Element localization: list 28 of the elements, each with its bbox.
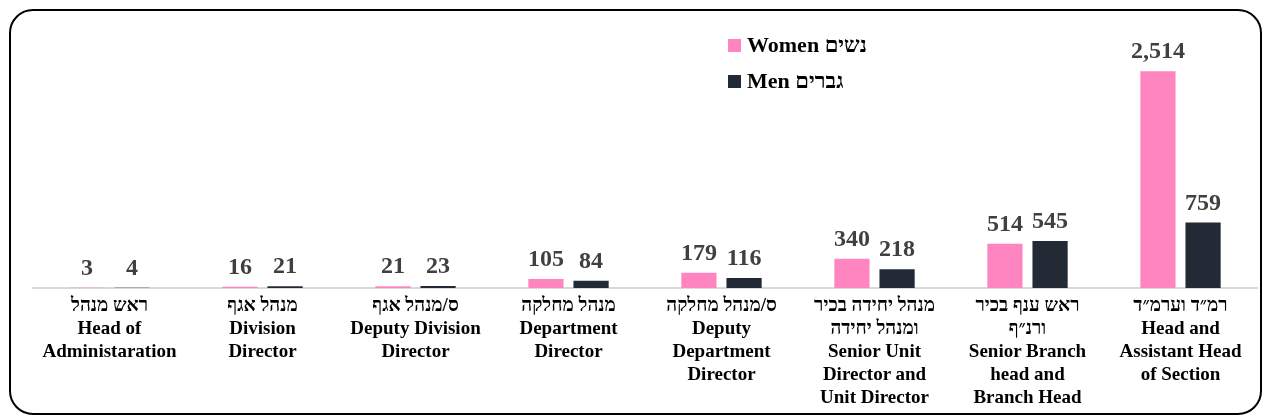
bar xyxy=(834,258,870,289)
bar xyxy=(1185,222,1221,289)
data-label: 16 xyxy=(227,252,252,279)
legend-label: Women נשים xyxy=(747,32,867,58)
data-label: 4 xyxy=(126,253,139,280)
bar xyxy=(1032,241,1068,289)
data-label: 514 xyxy=(986,209,1023,236)
data-label: 21 xyxy=(273,252,298,279)
bar xyxy=(528,279,564,289)
bar xyxy=(681,272,717,289)
bar xyxy=(987,243,1023,289)
bar xyxy=(1140,71,1176,289)
data-label: 21 xyxy=(380,252,405,279)
data-label: 759 xyxy=(1185,188,1222,215)
data-label: 179 xyxy=(680,238,717,265)
bar xyxy=(726,278,762,289)
data-label: 545 xyxy=(1032,207,1069,234)
bar xyxy=(879,269,915,289)
data-label: 3 xyxy=(80,253,93,280)
legend-label: Men גברים xyxy=(747,68,844,94)
data-label: 105 xyxy=(527,245,564,272)
data-label: 84 xyxy=(579,246,604,273)
data-label: 23 xyxy=(426,252,451,279)
data-label: 116 xyxy=(726,244,762,271)
bar xyxy=(573,280,609,289)
data-label: 2,514 xyxy=(1130,37,1185,64)
data-label: 340 xyxy=(833,224,870,251)
data-label: 218 xyxy=(879,235,916,262)
